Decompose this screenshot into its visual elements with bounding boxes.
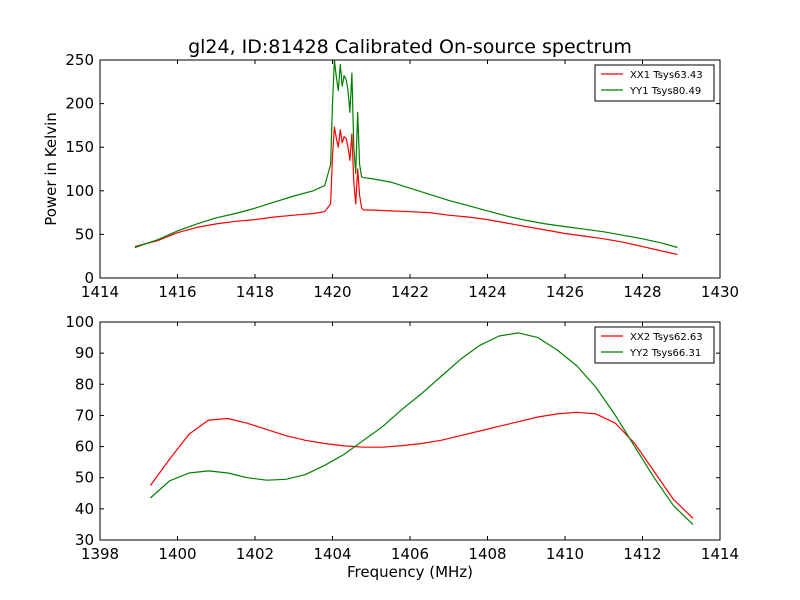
bottom-series-line-xx2: [149, 411, 694, 519]
bottom-legend-label-xx2: XX2 Tsys62.63: [630, 332, 703, 343]
top-x-tick-label: 1426: [546, 283, 584, 301]
bottom-x-tick-label: 1398: [81, 545, 119, 563]
top-series-line-xx1: [134, 126, 678, 256]
top-x-ticks: 1414 1416 1418 1420 1422 1424 1426 1428 1430: [81, 60, 739, 301]
bottom-y-ticks: 30 40 50 60 70 80 90 100: [65, 313, 720, 549]
bottom-x-axis-label: Frequency (MHz): [347, 563, 473, 581]
bottom-legend: XX2 Tsys62.63 YY2 Tsys66.31: [594, 326, 715, 364]
top-y-tick-label: 50: [75, 225, 94, 243]
bottom-y-tick-label: 50: [75, 469, 94, 487]
top-series: [134, 59, 678, 256]
top-legend-label-yy1: YY1 Tsys80.49: [629, 86, 701, 97]
bottom-series-line-yy2: [150, 332, 694, 525]
top-x-tick-label: 1428: [623, 283, 661, 301]
bottom-y-tick-label: 60: [75, 438, 94, 456]
bottom-x-tick-label: 1408: [468, 545, 506, 563]
bottom-y-tick-label: 30: [75, 531, 94, 549]
top-y-tick-label: 100: [65, 182, 94, 200]
bottom-plot-frame: [99, 321, 721, 541]
bottom-x-tick-label: 1414: [701, 545, 739, 563]
bottom-x-tick-label: 1402: [236, 545, 274, 563]
top-y-tick-label: 200: [65, 95, 94, 113]
top-x-tick-label: 1422: [391, 283, 429, 301]
top-legend-box: [594, 64, 715, 102]
bottom-x-tick-label: 1400: [158, 545, 196, 563]
bottom-x-tick-label: 1406: [391, 545, 429, 563]
top-y-tick-label: 150: [65, 138, 94, 156]
bottom-y-tick-label: 100: [65, 313, 94, 331]
top-legend: XX1 Tsys63.43 YY1 Tsys80.49: [594, 64, 715, 102]
bottom-x-tick-label: 1410: [546, 545, 584, 563]
bottom-legend-box: [594, 326, 715, 364]
bottom-legend-label-yy2: YY2 Tsys66.31: [629, 348, 701, 359]
bottom-y-tick-label: 90: [75, 344, 94, 362]
top-x-tick-label: 1424: [468, 283, 506, 301]
top-plot-frame: [99, 59, 721, 279]
top-y-tick-label: 0: [84, 269, 94, 287]
bottom-series: [149, 332, 694, 525]
top-y-axis-label: Power in Kelvin: [42, 112, 60, 226]
top-x-tick-label: 1416: [158, 283, 196, 301]
bottom-x-tick-label: 1404: [313, 545, 351, 563]
top-x-tick-label: 1418: [236, 283, 274, 301]
top-x-tick-label: 1420: [313, 283, 351, 301]
top-series-line-yy1: [134, 59, 678, 249]
top-plot: 1414 1416 1418 1420 1422 1424 1426 1428 1430 0 50…: [42, 51, 739, 301]
bottom-y-tick-label: 40: [75, 500, 94, 518]
bottom-y-tick-label: 70: [75, 406, 94, 424]
bottom-x-tick-label: 1412: [623, 545, 661, 563]
top-legend-label-xx1: XX1 Tsys63.43: [630, 70, 703, 81]
top-y-ticks: 0 50 100 150 200 250: [65, 51, 720, 287]
bottom-plot: 1398 1400 1402 1404 1406 1408 1410 1412 1414 30 4…: [65, 313, 739, 581]
chart-title-top: gl24, ID:81428 Calibrated On-source spec…: [188, 36, 632, 58]
bottom-x-ticks: 1398 1400 1402 1404 1406 1408 1410 1412 1414: [81, 322, 739, 563]
top-x-tick-label: 1414: [81, 283, 119, 301]
top-y-tick-label: 250: [65, 51, 94, 69]
top-x-tick-label: 1430: [701, 283, 739, 301]
bottom-y-tick-label: 80: [75, 375, 94, 393]
